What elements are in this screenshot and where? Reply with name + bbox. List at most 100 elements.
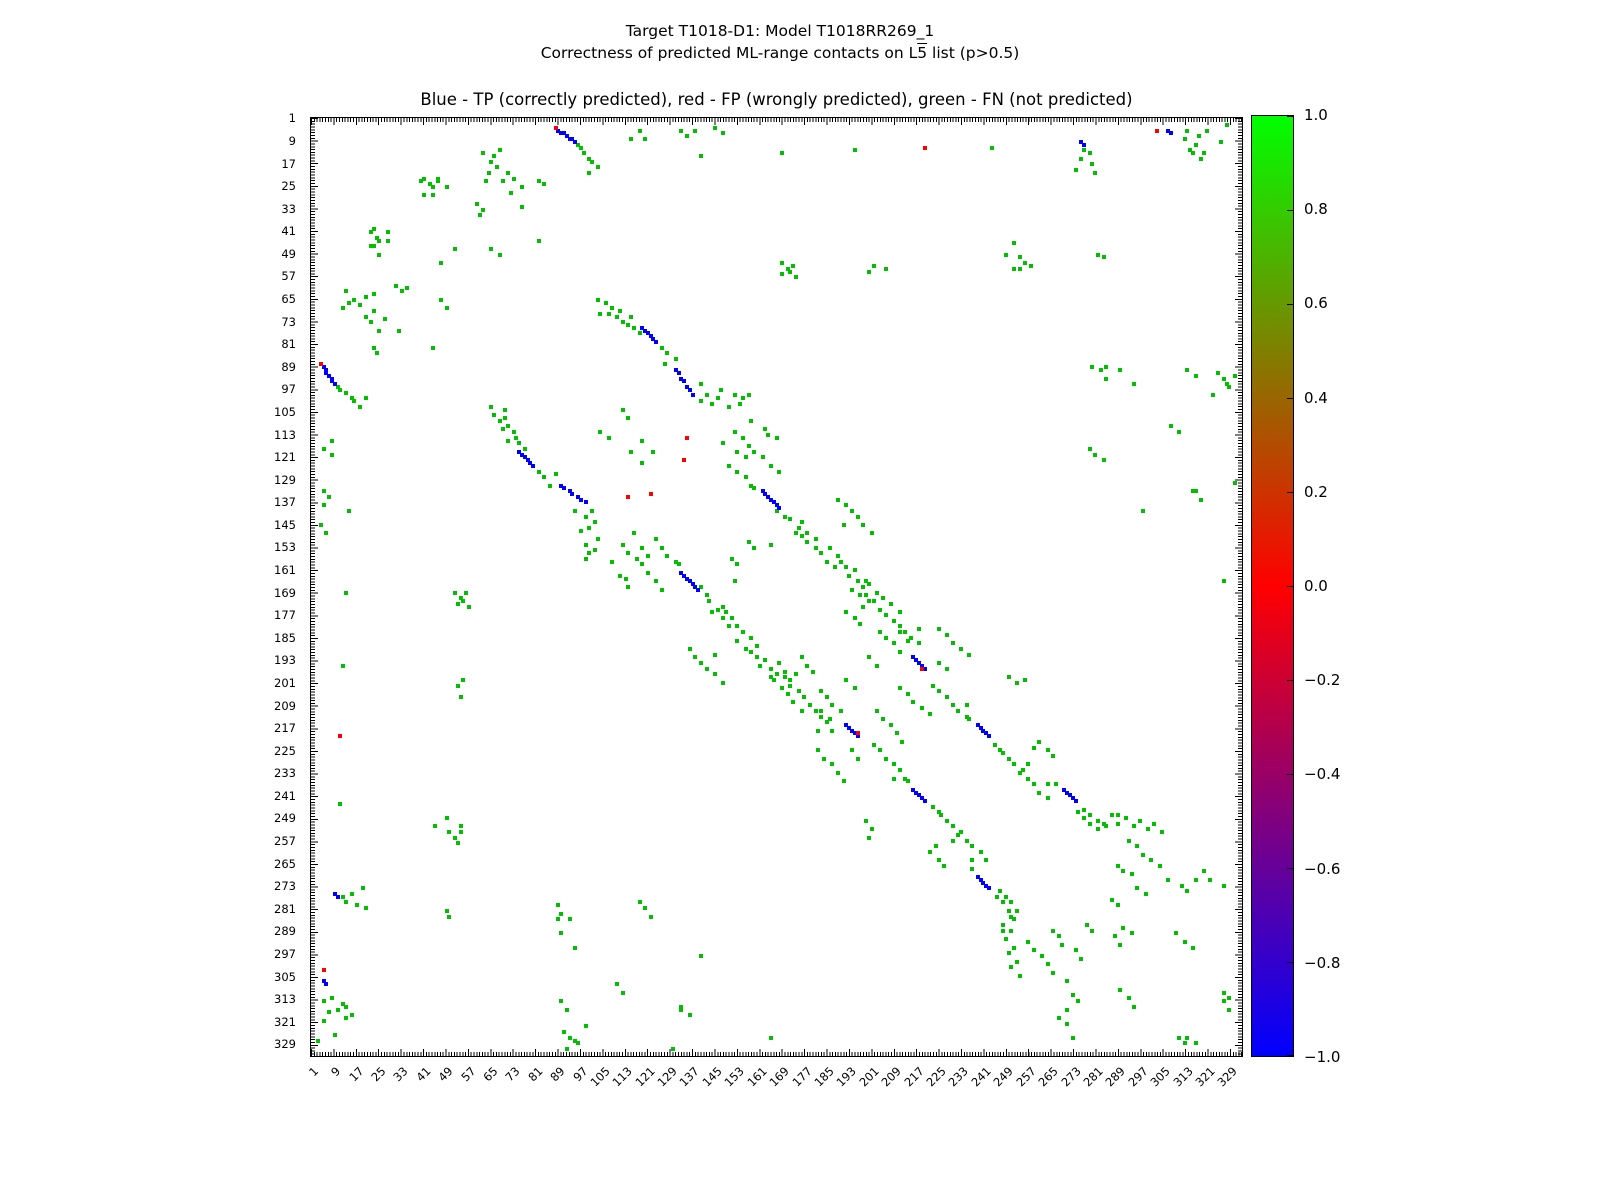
contact-point <box>724 610 729 615</box>
contact-point <box>341 894 346 899</box>
contact-point <box>732 579 737 584</box>
contact-point <box>768 497 773 502</box>
contact-point <box>1093 170 1098 175</box>
contact-point <box>556 903 561 908</box>
contact-point <box>620 542 625 547</box>
contact-point <box>863 579 868 584</box>
contact-point <box>693 655 698 660</box>
y-tick-label: 137 <box>274 495 296 510</box>
contact-point <box>564 134 569 139</box>
x-tick-label: 265 <box>1035 1064 1061 1090</box>
x-tick-label: 297 <box>1125 1064 1151 1090</box>
contact-point <box>629 314 634 319</box>
contact-point <box>1062 787 1067 792</box>
y-tick-label: 273 <box>274 879 296 894</box>
contact-point <box>506 170 511 175</box>
y-tick-label: 57 <box>281 269 296 284</box>
contact-point <box>562 131 567 136</box>
contact-point <box>374 351 379 356</box>
colorbar-tick-label: 0.2 <box>1304 482 1328 501</box>
contact-point <box>676 370 681 375</box>
y-tick-label: 177 <box>274 608 296 623</box>
contact-point <box>699 399 703 404</box>
y-tick-label: 265 <box>274 856 296 871</box>
contact-point <box>1037 739 1042 744</box>
contact-point <box>553 472 558 477</box>
contact-point <box>511 430 516 435</box>
contact-point <box>1065 979 1070 984</box>
contact-point <box>757 663 762 668</box>
contact-point <box>877 630 882 635</box>
contact-point <box>760 455 765 460</box>
contact-point <box>1104 824 1109 829</box>
contact-point <box>746 393 751 398</box>
contact-point <box>931 804 936 809</box>
contact-point <box>1140 508 1145 513</box>
y-tick-label: 305 <box>274 969 296 984</box>
contact-point <box>480 207 485 212</box>
contact-point <box>984 731 989 736</box>
contact-point <box>575 494 580 499</box>
contact-point <box>573 508 578 513</box>
colorbar-tick-mark <box>1287 210 1293 211</box>
y-tick-label: 25 <box>281 179 296 194</box>
contact-point <box>1177 430 1182 435</box>
contact-point <box>794 275 799 280</box>
contact-point <box>1023 677 1028 682</box>
colorbar-tick-mark <box>1287 868 1293 869</box>
contact-point <box>564 1007 569 1012</box>
contact-point <box>830 762 835 767</box>
contact-point <box>970 858 975 863</box>
contact-point <box>654 579 659 584</box>
contact-point <box>794 672 799 677</box>
contact-point <box>648 334 653 339</box>
contact-point <box>559 911 564 916</box>
contact-point <box>1185 889 1190 894</box>
contact-point <box>729 615 734 620</box>
contact-point <box>1076 999 1081 1004</box>
colorbar-tick-mark <box>1287 680 1293 681</box>
contact-point <box>1076 810 1081 815</box>
x-tick-label: 105 <box>587 1064 613 1090</box>
contact-point <box>847 573 852 578</box>
contact-point <box>740 630 745 635</box>
contact-point <box>950 838 955 843</box>
colorbar-tick-mark <box>1287 116 1293 117</box>
minor-ticks-right <box>1238 118 1242 1056</box>
contact-point <box>332 382 337 387</box>
contact-point <box>808 703 813 708</box>
contact-point <box>1020 768 1025 773</box>
contact-point <box>735 624 740 629</box>
contact-point <box>693 128 698 133</box>
contact-point <box>992 742 997 747</box>
colorbar-tick-label: 1.0 <box>1304 106 1328 124</box>
contact-point <box>685 576 690 581</box>
contact-point <box>917 661 922 666</box>
contact-point <box>1227 996 1232 1001</box>
y-tick-label: 257 <box>274 834 296 849</box>
contact-point <box>690 393 695 398</box>
contact-point <box>338 387 343 392</box>
contact-point <box>1193 489 1198 494</box>
contact-point <box>883 613 888 618</box>
contact-point <box>841 523 846 528</box>
contact-point <box>338 734 343 739</box>
contact-point <box>813 537 818 542</box>
contact-point <box>1006 675 1011 680</box>
contact-point <box>712 652 717 657</box>
contact-point <box>1165 128 1170 133</box>
contact-point <box>1009 900 1014 905</box>
x-tick-label: 57 <box>457 1064 479 1085</box>
contact-point <box>964 703 969 708</box>
figure-title-line2-pre: Correctness of predicted ML-range contac… <box>540 44 918 62</box>
contact-point <box>584 556 589 561</box>
contact-point <box>894 731 899 736</box>
contact-point <box>1193 373 1198 378</box>
contact-point <box>763 427 768 432</box>
contact-point <box>631 531 636 536</box>
contact-point <box>986 886 991 891</box>
contact-point <box>492 154 497 159</box>
x-tick-label: 217 <box>901 1064 927 1090</box>
contact-point <box>452 246 457 251</box>
x-axis-tick-labels: 1 9 17 25 33 41 49 57 65 73 81 89 97 105 113 121 129 137 1… <box>306 1057 1243 1127</box>
